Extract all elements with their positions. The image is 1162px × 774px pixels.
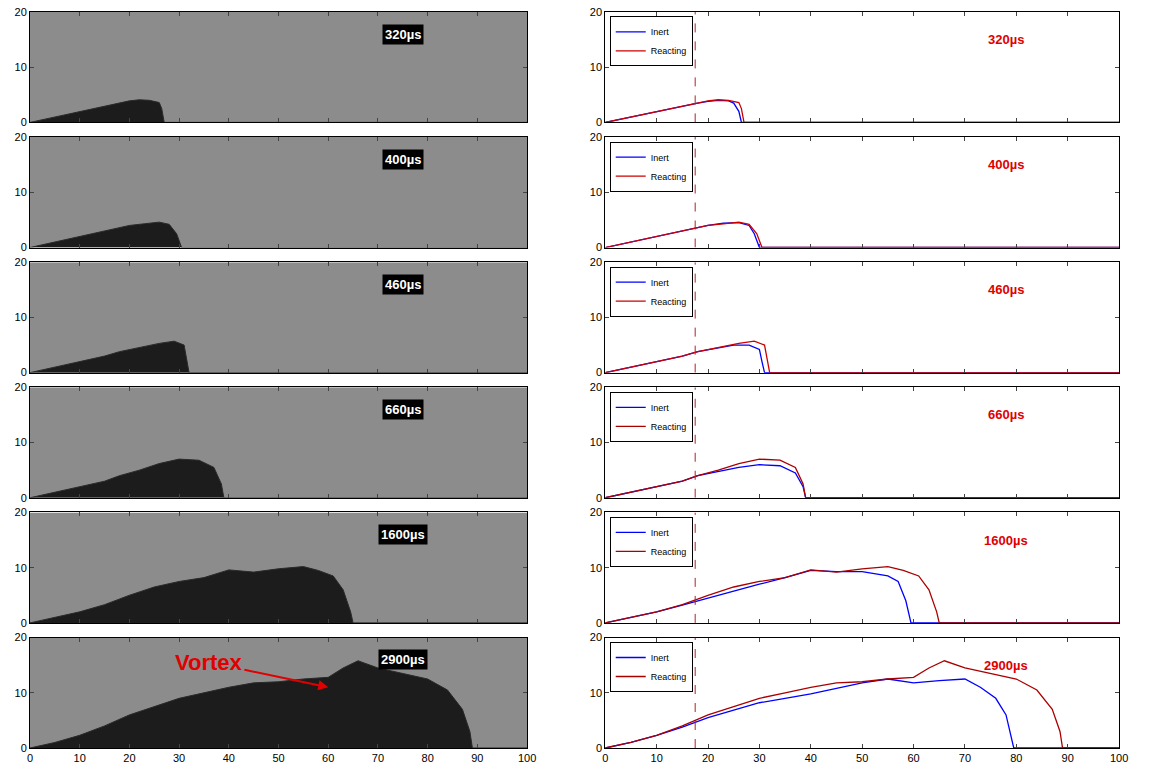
svg-text:30: 30 [753,752,765,764]
svg-text:Reacting: Reacting [651,297,687,307]
svg-text:0: 0 [27,752,33,764]
svg-text:10: 10 [15,436,27,448]
svg-text:0: 0 [596,241,602,253]
svg-text:10: 10 [15,687,27,699]
svg-text:2900µs: 2900µs [984,658,1028,673]
svg-text:0: 0 [21,116,27,128]
svg-text:50: 50 [856,752,868,764]
svg-text:40: 40 [805,752,817,764]
svg-text:1600µs: 1600µs [381,527,425,542]
svg-text:Inert: Inert [651,27,670,37]
svg-text:10: 10 [74,752,86,764]
svg-text:Inert: Inert [651,153,670,163]
svg-text:10: 10 [651,752,663,764]
svg-text:Reacting: Reacting [651,422,687,432]
svg-text:0: 0 [596,366,602,378]
svg-text:40: 40 [223,752,235,764]
svg-text:0: 0 [596,617,602,629]
svg-text:10: 10 [15,61,27,73]
svg-text:20: 20 [15,256,27,268]
svg-text:20: 20 [15,131,27,143]
svg-text:20: 20 [702,752,714,764]
svg-text:80: 80 [422,752,434,764]
svg-text:10: 10 [590,311,602,323]
svg-text:0: 0 [596,492,602,504]
svg-text:20: 20 [590,506,602,518]
svg-text:0: 0 [21,492,27,504]
svg-text:320µs: 320µs [385,27,421,42]
svg-text:90: 90 [1062,752,1074,764]
svg-text:0: 0 [21,366,27,378]
svg-text:0: 0 [21,617,27,629]
svg-text:20: 20 [590,256,602,268]
svg-text:20: 20 [15,6,27,18]
svg-text:0: 0 [602,752,608,764]
svg-text:20: 20 [15,631,27,643]
svg-text:20: 20 [590,381,602,393]
svg-text:1600µs: 1600µs [984,533,1028,548]
svg-text:0: 0 [596,742,602,754]
svg-text:20: 20 [590,631,602,643]
svg-text:10: 10 [15,186,27,198]
svg-text:60: 60 [322,752,334,764]
svg-text:10: 10 [590,562,602,574]
svg-text:10: 10 [590,186,602,198]
svg-text:0: 0 [596,116,602,128]
svg-text:70: 70 [372,752,384,764]
svg-text:400µs: 400µs [988,157,1024,172]
svg-text:20: 20 [15,506,27,518]
svg-text:2900µs: 2900µs [381,652,425,667]
svg-text:460µs: 460µs [385,277,421,292]
svg-text:Reacting: Reacting [651,46,687,56]
svg-text:Inert: Inert [651,278,670,288]
svg-text:100: 100 [518,752,536,764]
svg-text:80: 80 [1010,752,1022,764]
svg-text:90: 90 [471,752,483,764]
svg-text:20: 20 [15,381,27,393]
svg-text:10: 10 [590,61,602,73]
svg-text:20: 20 [590,6,602,18]
svg-text:Reacting: Reacting [651,172,687,182]
svg-text:10: 10 [15,311,27,323]
svg-text:460µs: 460µs [988,282,1024,297]
svg-text:70: 70 [959,752,971,764]
svg-text:Reacting: Reacting [651,547,687,557]
svg-text:0: 0 [21,241,27,253]
svg-text:Reacting: Reacting [651,672,687,682]
svg-text:100: 100 [1110,752,1128,764]
svg-text:10: 10 [15,562,27,574]
svg-text:Vortex: Vortex [175,650,243,675]
svg-text:Inert: Inert [651,528,670,538]
svg-text:660µs: 660µs [385,402,421,417]
svg-text:50: 50 [272,752,284,764]
svg-text:10: 10 [590,436,602,448]
svg-text:30: 30 [173,752,185,764]
svg-text:Inert: Inert [651,403,670,413]
svg-text:320µs: 320µs [988,32,1024,47]
svg-text:0: 0 [21,742,27,754]
svg-text:10: 10 [590,687,602,699]
svg-text:Inert: Inert [651,653,670,663]
svg-text:660µs: 660µs [988,407,1024,422]
svg-text:20: 20 [590,131,602,143]
svg-text:400µs: 400µs [385,152,421,167]
svg-text:20: 20 [123,752,135,764]
svg-text:60: 60 [907,752,919,764]
